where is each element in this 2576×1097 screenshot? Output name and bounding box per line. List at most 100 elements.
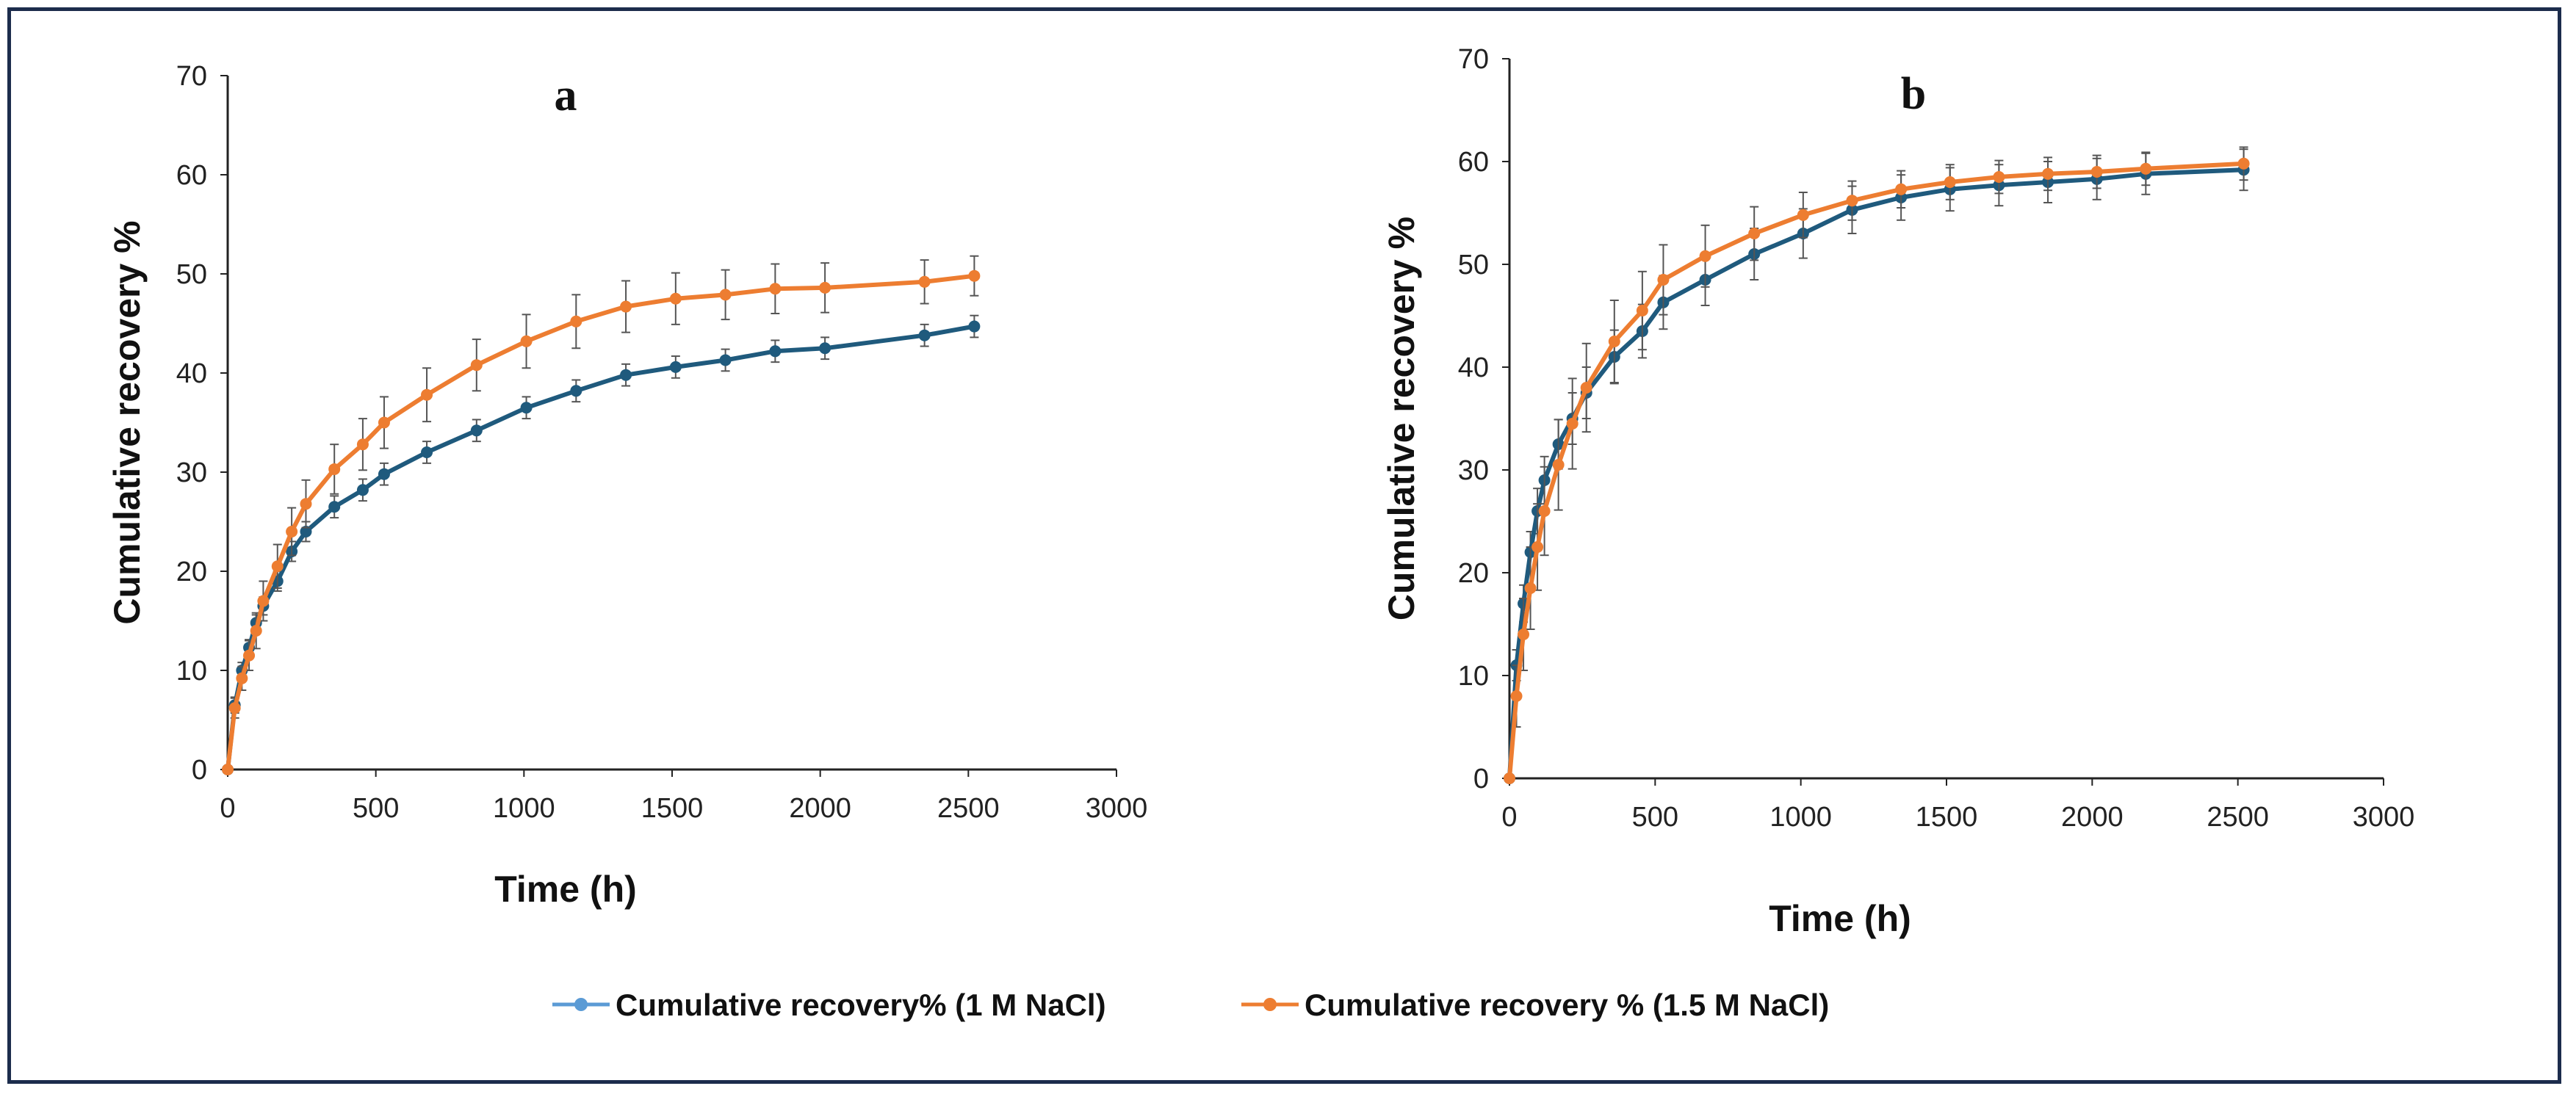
chart-panel-b: 0 10 20 30 40 50 60 70 0 500 1000 1500 2000 2500 3000 C… — [1381, 44, 2414, 939]
data-point — [719, 289, 732, 301]
y-tick-label: 40 — [176, 358, 207, 389]
data-point — [1895, 183, 1908, 195]
y-tick-label: 60 — [176, 160, 207, 191]
x-tick-label: 2000 — [2061, 802, 2124, 833]
data-point — [769, 283, 782, 295]
series-line — [1507, 167, 2244, 779]
data-point — [1580, 382, 1592, 394]
series-1 — [222, 314, 981, 775]
y-tick-label: 0 — [192, 755, 207, 786]
chart-panel-a: 0 10 20 30 40 50 60 70 0 500 1000 1500 2000 2500 3000 C… — [107, 61, 1147, 910]
data-point — [719, 354, 732, 366]
data-point — [1636, 305, 1648, 316]
data-point — [222, 764, 234, 775]
data-point — [1657, 274, 1670, 286]
data-point — [421, 388, 433, 401]
y-tick-label: 50 — [1458, 250, 1489, 280]
figure-frame — [7, 7, 2561, 1084]
y-tick-label: 0 — [1473, 764, 1489, 794]
data-point — [1531, 541, 1544, 553]
panel-label: b — [1901, 69, 1926, 119]
data-point — [228, 702, 241, 714]
series-line — [1507, 161, 2244, 779]
data-point — [620, 369, 632, 381]
data-point — [669, 361, 682, 373]
data-point — [271, 560, 284, 573]
data-point — [520, 402, 533, 414]
data-point — [1524, 582, 1537, 594]
data-point — [1566, 418, 1579, 430]
data-point — [257, 595, 270, 607]
series-1 — [1504, 148, 2250, 784]
data-point — [918, 329, 931, 341]
data-point — [2042, 167, 2054, 180]
data-point — [1608, 336, 1620, 347]
data-point — [1944, 176, 1956, 188]
x-tick-label: 2500 — [2207, 802, 2269, 833]
data-point — [570, 385, 582, 397]
x-tick-label: 1000 — [1769, 802, 1832, 833]
y-tick-label: 10 — [1458, 661, 1489, 692]
data-point — [1504, 772, 1515, 784]
y-tick-label: 30 — [176, 457, 207, 488]
data-point — [2090, 166, 2103, 178]
legend-dot-series-2 — [1263, 998, 1277, 1011]
data-point — [1518, 629, 1530, 640]
x-tick-label: 1500 — [641, 793, 704, 824]
legend-dot-series-1 — [574, 998, 588, 1011]
x-tick-label: 3000 — [2353, 802, 2415, 833]
data-point — [328, 501, 341, 513]
data-point — [1552, 459, 1565, 471]
data-point — [1748, 228, 1761, 239]
data-point — [378, 468, 390, 480]
data-point — [356, 484, 369, 496]
data-point — [286, 526, 298, 537]
data-point — [470, 359, 483, 372]
series-2 — [1504, 146, 2250, 784]
y-tick-label: 30 — [1458, 455, 1489, 486]
legend-label-series-2: Cumulative recovery % (1.5 M NaCl) — [1305, 988, 1829, 1022]
legend: Cumulative recovery% (1 M NaCl) Cumulati… — [552, 988, 1829, 1022]
data-point — [819, 281, 831, 294]
series-line — [226, 324, 975, 770]
legend-label-series-1: Cumulative recovery% (1 M NaCl) — [616, 988, 1106, 1022]
x-tick-label: 2500 — [937, 793, 1000, 824]
x-tick-label: 500 — [353, 793, 399, 824]
data-point — [1510, 690, 1523, 702]
data-point — [570, 315, 582, 327]
data-point — [669, 292, 682, 305]
x-tick-label: 1500 — [1916, 802, 1978, 833]
data-point — [470, 424, 483, 437]
data-point — [300, 498, 312, 510]
x-tick-label: 1000 — [493, 793, 555, 824]
data-point — [356, 438, 369, 451]
y-tick-label: 20 — [176, 557, 207, 587]
series-2 — [222, 255, 981, 775]
data-point — [1797, 209, 1809, 221]
data-point — [1993, 171, 2005, 183]
y-tick-label: 60 — [1458, 147, 1489, 178]
y-tick-label: 10 — [176, 656, 207, 687]
data-point — [819, 342, 831, 355]
data-point — [300, 526, 312, 537]
series-line — [226, 273, 975, 770]
x-tick-label: 2000 — [789, 793, 851, 824]
x-tick-label: 0 — [220, 793, 235, 824]
data-point — [236, 672, 248, 684]
y-tick-label: 20 — [1458, 558, 1489, 589]
data-point — [1846, 195, 1858, 207]
y-tick-label: 70 — [1458, 44, 1489, 75]
data-point — [968, 320, 981, 333]
data-point — [1538, 505, 1551, 517]
data-point — [243, 649, 256, 662]
data-point — [2140, 162, 2152, 175]
x-tick-label: 0 — [1501, 802, 1517, 833]
x-tick-label: 500 — [1632, 802, 1678, 833]
x-tick-label: 3000 — [1086, 793, 1148, 824]
y-tick-label: 40 — [1458, 352, 1489, 383]
data-point — [2237, 157, 2250, 170]
data-point — [620, 300, 632, 313]
panel-label: a — [555, 70, 577, 120]
data-point — [1699, 250, 1711, 262]
